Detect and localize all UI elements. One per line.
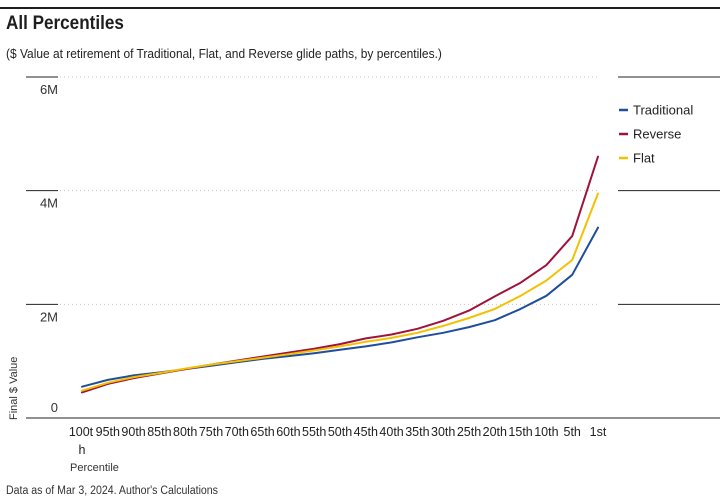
y-tick-label: 6M: [40, 82, 58, 97]
x-tick-label: 10th: [534, 425, 558, 439]
x-tick-labels: 100t h 95th 90th 85th 80th 75th 70th 65th 60th 55t…: [69, 425, 607, 457]
x-tick-label: 15th: [508, 425, 532, 439]
x-tick-label: 55th: [302, 425, 326, 439]
x-tick-label: 70th: [225, 425, 249, 439]
grid-lines: [26, 76, 720, 419]
y-axis-label: Final $ Value: [8, 357, 20, 420]
x-tick-label: 50th: [328, 425, 352, 439]
x-tick-label: 60th: [276, 425, 300, 439]
top-rule: [0, 7, 720, 9]
x-tick-label: 40th: [379, 425, 403, 439]
x-tick-label: 1st: [590, 425, 607, 439]
x-tick-label: 30th: [431, 425, 455, 439]
x-tick-label: 75th: [199, 425, 223, 439]
series-lines: [81, 155, 599, 394]
y-tick-label: 2M: [40, 309, 58, 324]
x-tick-label: 25th: [457, 425, 481, 439]
footnote: Data as of Mar 3, 2024. Author's Calcula…: [6, 485, 218, 497]
legend-label-reverse: Reverse: [633, 127, 681, 142]
series-line-flat: [81, 192, 599, 392]
x-tick-label: 80th: [173, 425, 197, 439]
x-tick-label: 5th: [564, 425, 581, 439]
x-tick-label: 85th: [147, 425, 171, 439]
x-axis-label: Percentile: [70, 462, 119, 474]
series-line-reverse: [81, 155, 599, 394]
y-tick-labels: 0 2M 4M 6M: [40, 82, 58, 415]
legend-label-traditional: Traditional: [633, 103, 693, 118]
x-tick-label-wrap: h: [79, 443, 86, 457]
y-tick-label: 0: [51, 400, 58, 415]
legend-label-flat: Flat: [633, 151, 655, 166]
x-tick-label: 45th: [354, 425, 378, 439]
x-tick-label: 20th: [483, 425, 507, 439]
chart-subtitle: ($ Value at retirement of Traditional, F…: [6, 46, 442, 61]
series-line-traditional: [81, 226, 599, 388]
legend: Traditional Reverse Flat: [619, 103, 693, 166]
x-tick-label: 35th: [405, 425, 429, 439]
x-tick-label: 95th: [96, 425, 120, 439]
x-tick-label: 65th: [250, 425, 274, 439]
y-tick-label: 4M: [40, 196, 58, 211]
chart-title: All Percentiles: [6, 13, 124, 34]
x-tick-label: 90th: [121, 425, 145, 439]
x-tick-label: 100t: [69, 425, 94, 439]
